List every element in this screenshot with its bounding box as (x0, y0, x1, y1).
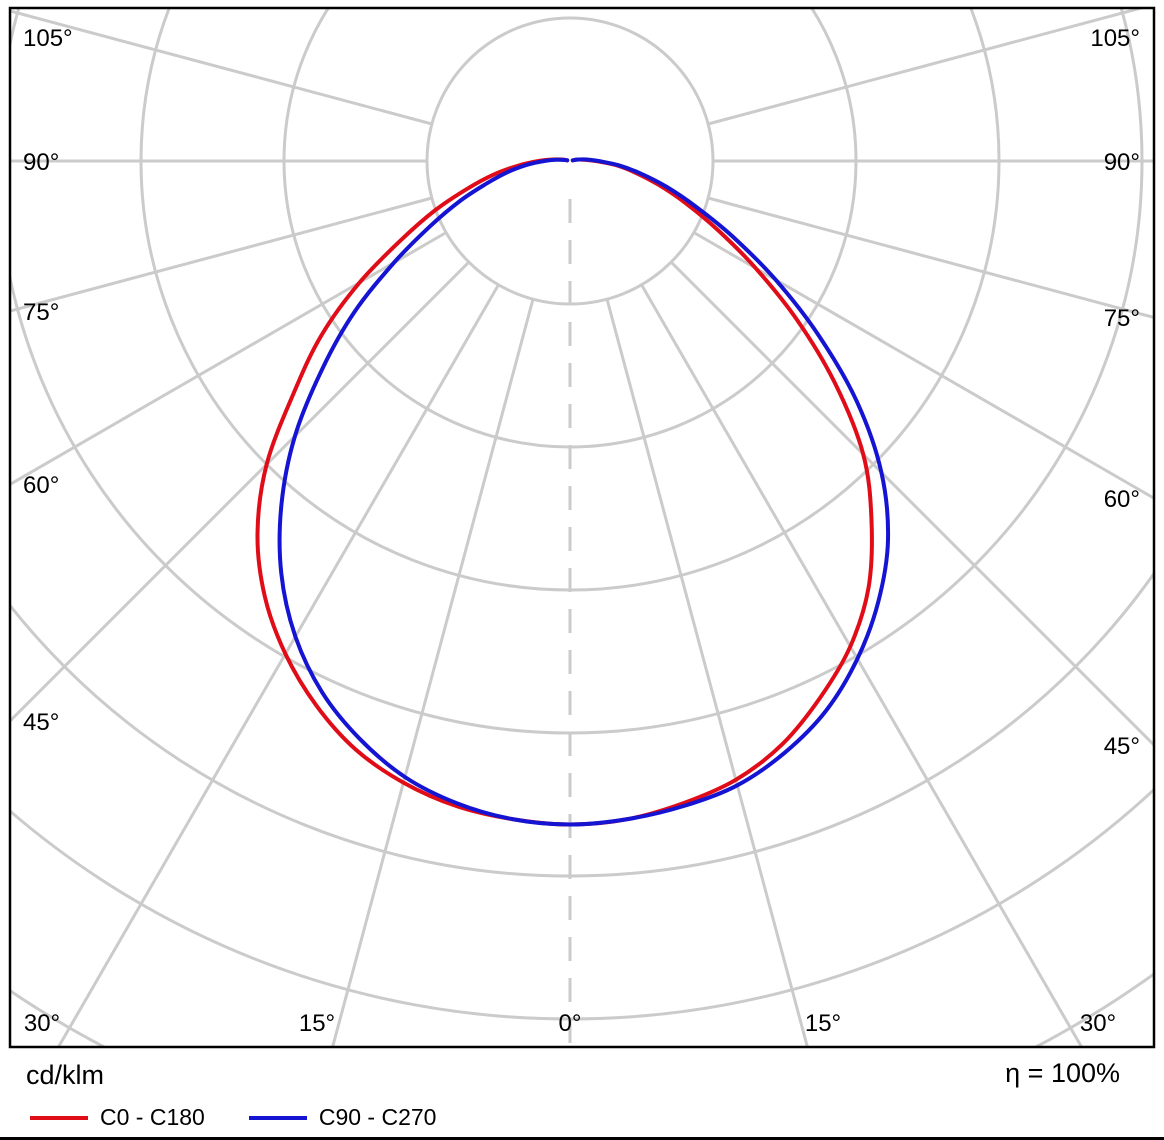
grid-radial-75 (10, 196, 433, 313)
unit-label: cd/klm (26, 1060, 105, 1090)
legend-item-c90-c270: C90 - C270 (248, 1104, 437, 1131)
angle-label-30: 30° (24, 1010, 60, 1037)
polar-chart-svg: 0° 15° 15° 30° 30° 45° 45° 60° 60° 75° 75° 90° 90° 10… (8, 6, 1156, 1049)
curve-c90-c270 (277, 157, 891, 827)
curves (255, 157, 891, 827)
angle-labels: 0° 15° 15° 30° 30° 45° 45° 60° 60° 75° 75° 90° 90° 10… (23, 25, 1140, 1037)
bottom-rule (0, 1137, 1164, 1140)
grid-radial-45 (670, 261, 1154, 748)
grid-radial-60 (693, 231, 1154, 500)
angle-label-90: 90° (23, 149, 59, 176)
legend-item-c0-c180: C0 - C180 (30, 1104, 205, 1131)
legend-label-c0-c180: C0 - C180 (100, 1104, 205, 1130)
angle-label-90: 90° (1104, 149, 1140, 176)
legend-label-c90-c270: C90 - C270 (318, 1104, 437, 1130)
grid-ring (10, 570, 1154, 878)
grid-radial-60 (10, 231, 447, 487)
legend-swatch-c0-c180 (30, 1115, 88, 1120)
plot-border (8, 6, 1156, 1049)
angle-label-15: 15° (805, 1010, 841, 1037)
angle-label-75: 75° (23, 299, 59, 326)
angle-label-45: 45° (1104, 733, 1140, 760)
grid-radial-45 (10, 261, 470, 724)
efficiency-label: η = 100% (1005, 1058, 1120, 1088)
grid-radial-30 (640, 284, 1084, 1047)
angle-label-60: 60° (1104, 486, 1140, 513)
grid-radial-75 (707, 196, 1154, 320)
grid-radial-15 (331, 298, 535, 1047)
angle-label-105: 105° (23, 25, 73, 52)
grid-radial-105 (10, 9, 433, 126)
angle-label-75: 75° (1104, 305, 1140, 332)
grid-radial-105 (707, 8, 1147, 126)
grid-radial-30 (56, 284, 500, 1047)
angle-label-15: 15° (299, 1010, 335, 1037)
angle-label-105: 105° (1090, 25, 1140, 52)
angle-label-60: 60° (23, 472, 59, 499)
angle-label-30: 30° (1080, 1010, 1116, 1037)
grid-radial-15 (605, 298, 809, 1047)
angle-label-0: 0° (559, 1010, 582, 1037)
curve-c0-c180 (255, 157, 874, 827)
grid-ring (10, 787, 1154, 1021)
legend: C0 - C180 C90 - C270 (30, 1104, 436, 1131)
polar-grid (10, 8, 1154, 1047)
angle-label-45: 45° (23, 709, 59, 736)
legend-swatch-c90-c270 (248, 1115, 307, 1120)
